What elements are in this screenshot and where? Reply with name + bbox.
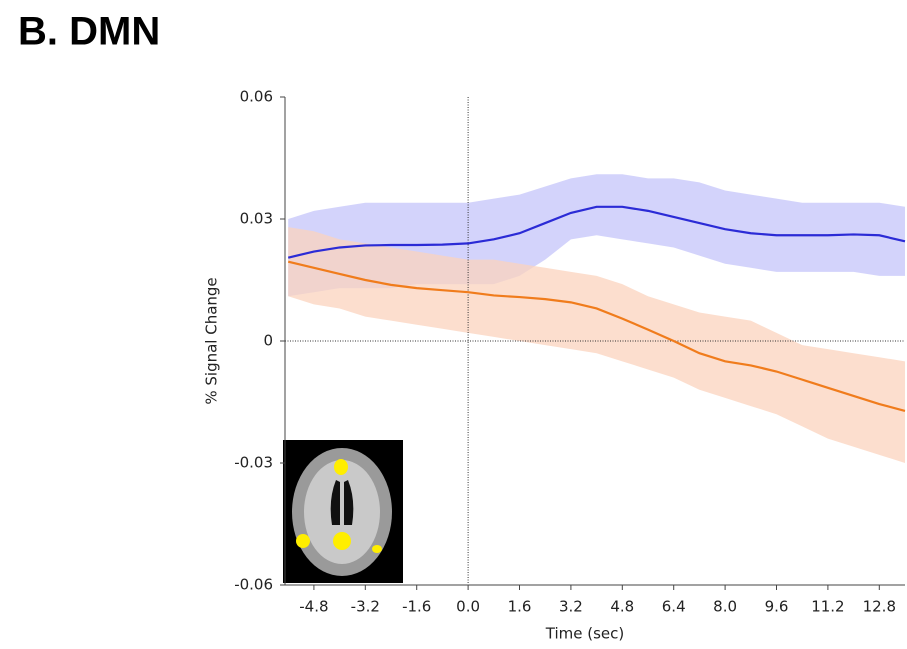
- y-axis-label: % Signal Change: [203, 277, 221, 404]
- line: [287, 260, 906, 413]
- x-tick-label: -4.8: [299, 598, 328, 616]
- x-tick-label: 3.2: [559, 598, 583, 616]
- activation: [334, 459, 348, 475]
- x-axis-label: Time (sec): [545, 625, 624, 643]
- x-tick-label: 4.8: [610, 598, 634, 616]
- x-tick-label: -1.6: [402, 598, 431, 616]
- x-tick-label: -3.2: [351, 598, 380, 616]
- x-tick-label: 11.2: [811, 598, 844, 616]
- x-tick-label: 1.6: [508, 598, 532, 616]
- brain-inset: [283, 440, 403, 583]
- y-tick-label: -0.03: [234, 454, 273, 472]
- activation: [296, 534, 310, 548]
- x-tick-label: 9.6: [765, 598, 789, 616]
- y-tick-label: 0: [263, 332, 273, 350]
- confidence-band: [288, 227, 906, 463]
- x-tick-label: 0.0: [456, 598, 480, 616]
- y-tick-label: 0.06: [240, 88, 273, 106]
- x-tick-label: 12.8: [863, 598, 896, 616]
- x-tick-label: 8.0: [713, 598, 737, 616]
- activation: [372, 545, 382, 553]
- brain-white-matter: [304, 460, 380, 564]
- y-tick-label: -0.06: [234, 576, 273, 594]
- y-tick-label: 0.03: [240, 210, 273, 228]
- line: [287, 205, 906, 259]
- chart-title: B. DMN: [18, 10, 160, 54]
- x-tick-label: 6.4: [662, 598, 686, 616]
- ventricles: [330, 480, 354, 525]
- activation: [333, 532, 351, 550]
